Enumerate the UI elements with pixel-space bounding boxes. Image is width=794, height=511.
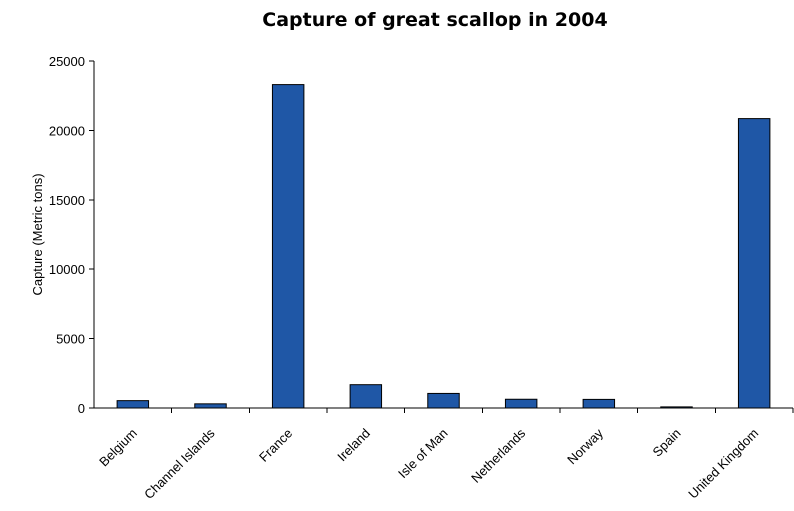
bar-united-kingdom — [737, 118, 771, 409]
bar-ireland — [349, 384, 383, 409]
y-tick-label: 20000 — [49, 123, 85, 138]
y-tick-label: 5000 — [56, 332, 85, 347]
x-tick-label: Belgium — [96, 426, 140, 470]
bar-netherlands — [504, 398, 538, 409]
x-tick-label: Ireland — [334, 426, 373, 465]
x-tick-label: Spain — [650, 426, 684, 460]
x-tick-label: Norway — [564, 425, 606, 467]
bar-france — [271, 84, 305, 409]
y-tick-label: 10000 — [49, 262, 85, 277]
chart-title: Capture of great scallop in 2004 — [262, 9, 607, 31]
y-tick-label: 25000 — [49, 54, 85, 69]
x-tick-label: France — [256, 426, 295, 465]
bar-norway — [582, 398, 616, 409]
y-tick-label: 0 — [78, 401, 85, 416]
y-axis-label: Capture (Metric tons) — [30, 173, 45, 295]
bar-belgium — [116, 400, 150, 409]
x-tick-label: Isle of Man — [395, 426, 451, 482]
x-tick-label: United Kingdom — [685, 426, 761, 502]
x-tick-label: Channel Islands — [141, 425, 218, 502]
x-tick-label: Netherlands — [468, 425, 529, 486]
y-tick-label: 15000 — [49, 193, 85, 208]
y-axis-ticks: 0 5000 10000 15000 20000 25000 — [49, 54, 94, 416]
bar-channel-islands — [194, 403, 227, 409]
bars — [116, 84, 771, 409]
bar-isle-of-man — [427, 392, 460, 409]
x-axis-ticks: Belgium Channel Islands France Ireland Isle … — [96, 408, 794, 502]
